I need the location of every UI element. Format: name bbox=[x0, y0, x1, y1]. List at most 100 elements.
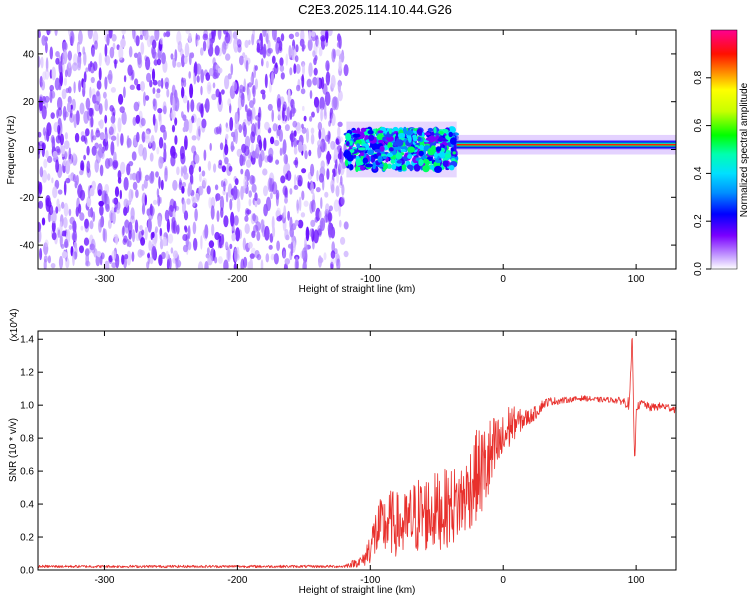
spectrogram-signal-cell bbox=[435, 159, 442, 164]
spectrogram-noise-cell bbox=[289, 188, 293, 195]
colorbar-label: Normalized spectral amplitude bbox=[739, 82, 750, 217]
spectrogram-signal-cell bbox=[377, 139, 384, 144]
spectrogram-noise-cell bbox=[325, 203, 330, 214]
spectrogram-noise-cell bbox=[294, 219, 299, 226]
spectrogram-signal-cell bbox=[377, 155, 383, 163]
spectrogram-noise-cell bbox=[73, 53, 78, 66]
spectrogram-noise-cell bbox=[94, 100, 100, 112]
spectrogram-noise-cell bbox=[58, 61, 63, 75]
spectrogram-signal-cell bbox=[452, 151, 456, 155]
spectrogram-noise-cell bbox=[121, 30, 126, 35]
spectrogram-noise-cell bbox=[229, 198, 233, 211]
spectrogram-signal-cell bbox=[418, 150, 424, 156]
spectrogram-noise-cell bbox=[141, 183, 145, 191]
spectrogram-noise-cell bbox=[137, 57, 143, 69]
spectrogram-noise-cell bbox=[265, 196, 272, 212]
spectrogram-noise-cell bbox=[73, 81, 76, 94]
spectrogram-noise-cell bbox=[47, 255, 52, 264]
spectrogram-signal-cell bbox=[370, 157, 375, 163]
spectrogram-noise-cell bbox=[325, 71, 331, 86]
spectrogram-signal-cell bbox=[352, 133, 361, 138]
spectrogram-noise-cell bbox=[108, 126, 114, 136]
spectrogram-noise-cell bbox=[208, 68, 214, 77]
spectrogram-noise-cell bbox=[102, 227, 106, 242]
spectrogram-noise-cell bbox=[135, 171, 141, 184]
spectrogram-noise-cell bbox=[59, 71, 63, 87]
spectrogram-noise-cell bbox=[183, 55, 188, 65]
spectrogram-noise-cell bbox=[43, 258, 47, 269]
spectrogram-noise-cell bbox=[86, 160, 91, 174]
spectrogram-noise-cell bbox=[188, 32, 192, 44]
spectrogram-signal-cell bbox=[413, 164, 421, 172]
spectrogram-noise-cell bbox=[209, 142, 212, 151]
spectrogram-noise-cell bbox=[151, 140, 156, 151]
spectrogram-noise-cell bbox=[252, 84, 256, 98]
spectrogram-noise-cell bbox=[224, 241, 229, 249]
spectrogram-noise-cell bbox=[320, 160, 325, 170]
spectrogram-noise-cell bbox=[317, 140, 322, 148]
spectrogram-noise-cell bbox=[295, 44, 299, 53]
spectrogram-noise-cell bbox=[95, 129, 101, 138]
spectrogram-noise-cell bbox=[315, 187, 321, 193]
spectrogram-noise-cell bbox=[208, 36, 214, 49]
spectrogram-signal-cell bbox=[367, 149, 374, 155]
spectrogram-noise-cell bbox=[158, 254, 163, 266]
spectrogram-noise-cell bbox=[80, 225, 84, 231]
spectrogram-noise-cell bbox=[123, 198, 129, 209]
spectrogram-noise-cell bbox=[62, 58, 65, 73]
spectrogram-noise-cell bbox=[288, 33, 294, 40]
spectrogram-noise-cell bbox=[55, 206, 59, 214]
spectrogram-noise-cell bbox=[181, 181, 187, 188]
spectrogram-noise-cell bbox=[233, 262, 237, 269]
spectrogram-noise-cell bbox=[284, 258, 291, 265]
spectrogram-noise-cell bbox=[64, 238, 69, 248]
spectrogram-noise-cell bbox=[309, 90, 313, 99]
spectrogram-noise-cell bbox=[226, 247, 232, 263]
spectrogram-noise-cell bbox=[161, 52, 166, 65]
spectrogram-noise-cell bbox=[186, 198, 191, 205]
snr-y-label: SNR (10 * v/v) bbox=[8, 418, 19, 482]
spectrogram-noise-cell bbox=[92, 30, 99, 45]
spectrogram-signal-cell bbox=[370, 142, 373, 148]
spectrogram-noise-cell bbox=[201, 118, 207, 129]
spectrogram-noise-cell bbox=[223, 181, 226, 192]
spectrogram-noise-cell bbox=[256, 231, 261, 242]
spectrogram-noise-cell bbox=[155, 92, 161, 99]
spectrogram-noise-cell bbox=[95, 90, 101, 105]
spectrogram-noise-cell bbox=[318, 46, 323, 57]
spectrogram-noise-cell bbox=[301, 168, 307, 174]
spectrogram-noise-cell bbox=[120, 133, 124, 146]
spectrogram-noise-cell bbox=[230, 141, 234, 153]
spectrogram-noise-cell bbox=[208, 197, 212, 209]
spectrogram-noise-cell bbox=[194, 208, 198, 222]
spectrogram-noise-cell bbox=[275, 40, 280, 55]
spectrogram-noise-cell bbox=[180, 166, 184, 177]
spectrogram-noise-cell bbox=[62, 106, 67, 121]
spectrogram-noise-cell bbox=[87, 208, 92, 218]
spectrogram-noise-cell bbox=[159, 227, 163, 237]
spectrogram-noise-cell bbox=[301, 127, 307, 134]
colorbar-ticks: 0.0 0.2 0.4 0.6 0.8 bbox=[693, 70, 711, 276]
spectrogram-noise-cell bbox=[297, 219, 304, 229]
spectrogram-noise-cell bbox=[89, 86, 92, 99]
spectrogram-noise-cell bbox=[57, 229, 61, 239]
spectrogram-signal-cell bbox=[345, 141, 350, 147]
spectrogram-noise-cell bbox=[85, 97, 91, 110]
spectrogram-noise-cell bbox=[287, 243, 293, 249]
spectrogram-noise-cell bbox=[104, 158, 111, 169]
spectrogram-noise-cell bbox=[83, 51, 87, 66]
spectrogram-noise-cell bbox=[294, 174, 297, 189]
spectrogram-noise-cell bbox=[310, 127, 315, 135]
spectrogram-noise-cell bbox=[218, 256, 223, 264]
spectrogram-noise-cell bbox=[118, 45, 124, 61]
spectrogram-noise-cell bbox=[123, 177, 129, 191]
snr-y-tick-label: 1.4 bbox=[20, 335, 34, 346]
spectrogram-noise-cell bbox=[208, 32, 212, 39]
spectrogram-y-tick-label: 0 bbox=[28, 145, 34, 156]
spectrogram-noise-cell bbox=[90, 238, 96, 254]
spectrogram-noise-cell bbox=[92, 135, 97, 141]
spectrogram-noise-cell bbox=[268, 244, 273, 250]
spectrogram-noise-cell bbox=[54, 30, 58, 36]
spectrogram-noise-cell bbox=[174, 96, 180, 112]
spectrogram-noise-cell bbox=[163, 142, 167, 152]
